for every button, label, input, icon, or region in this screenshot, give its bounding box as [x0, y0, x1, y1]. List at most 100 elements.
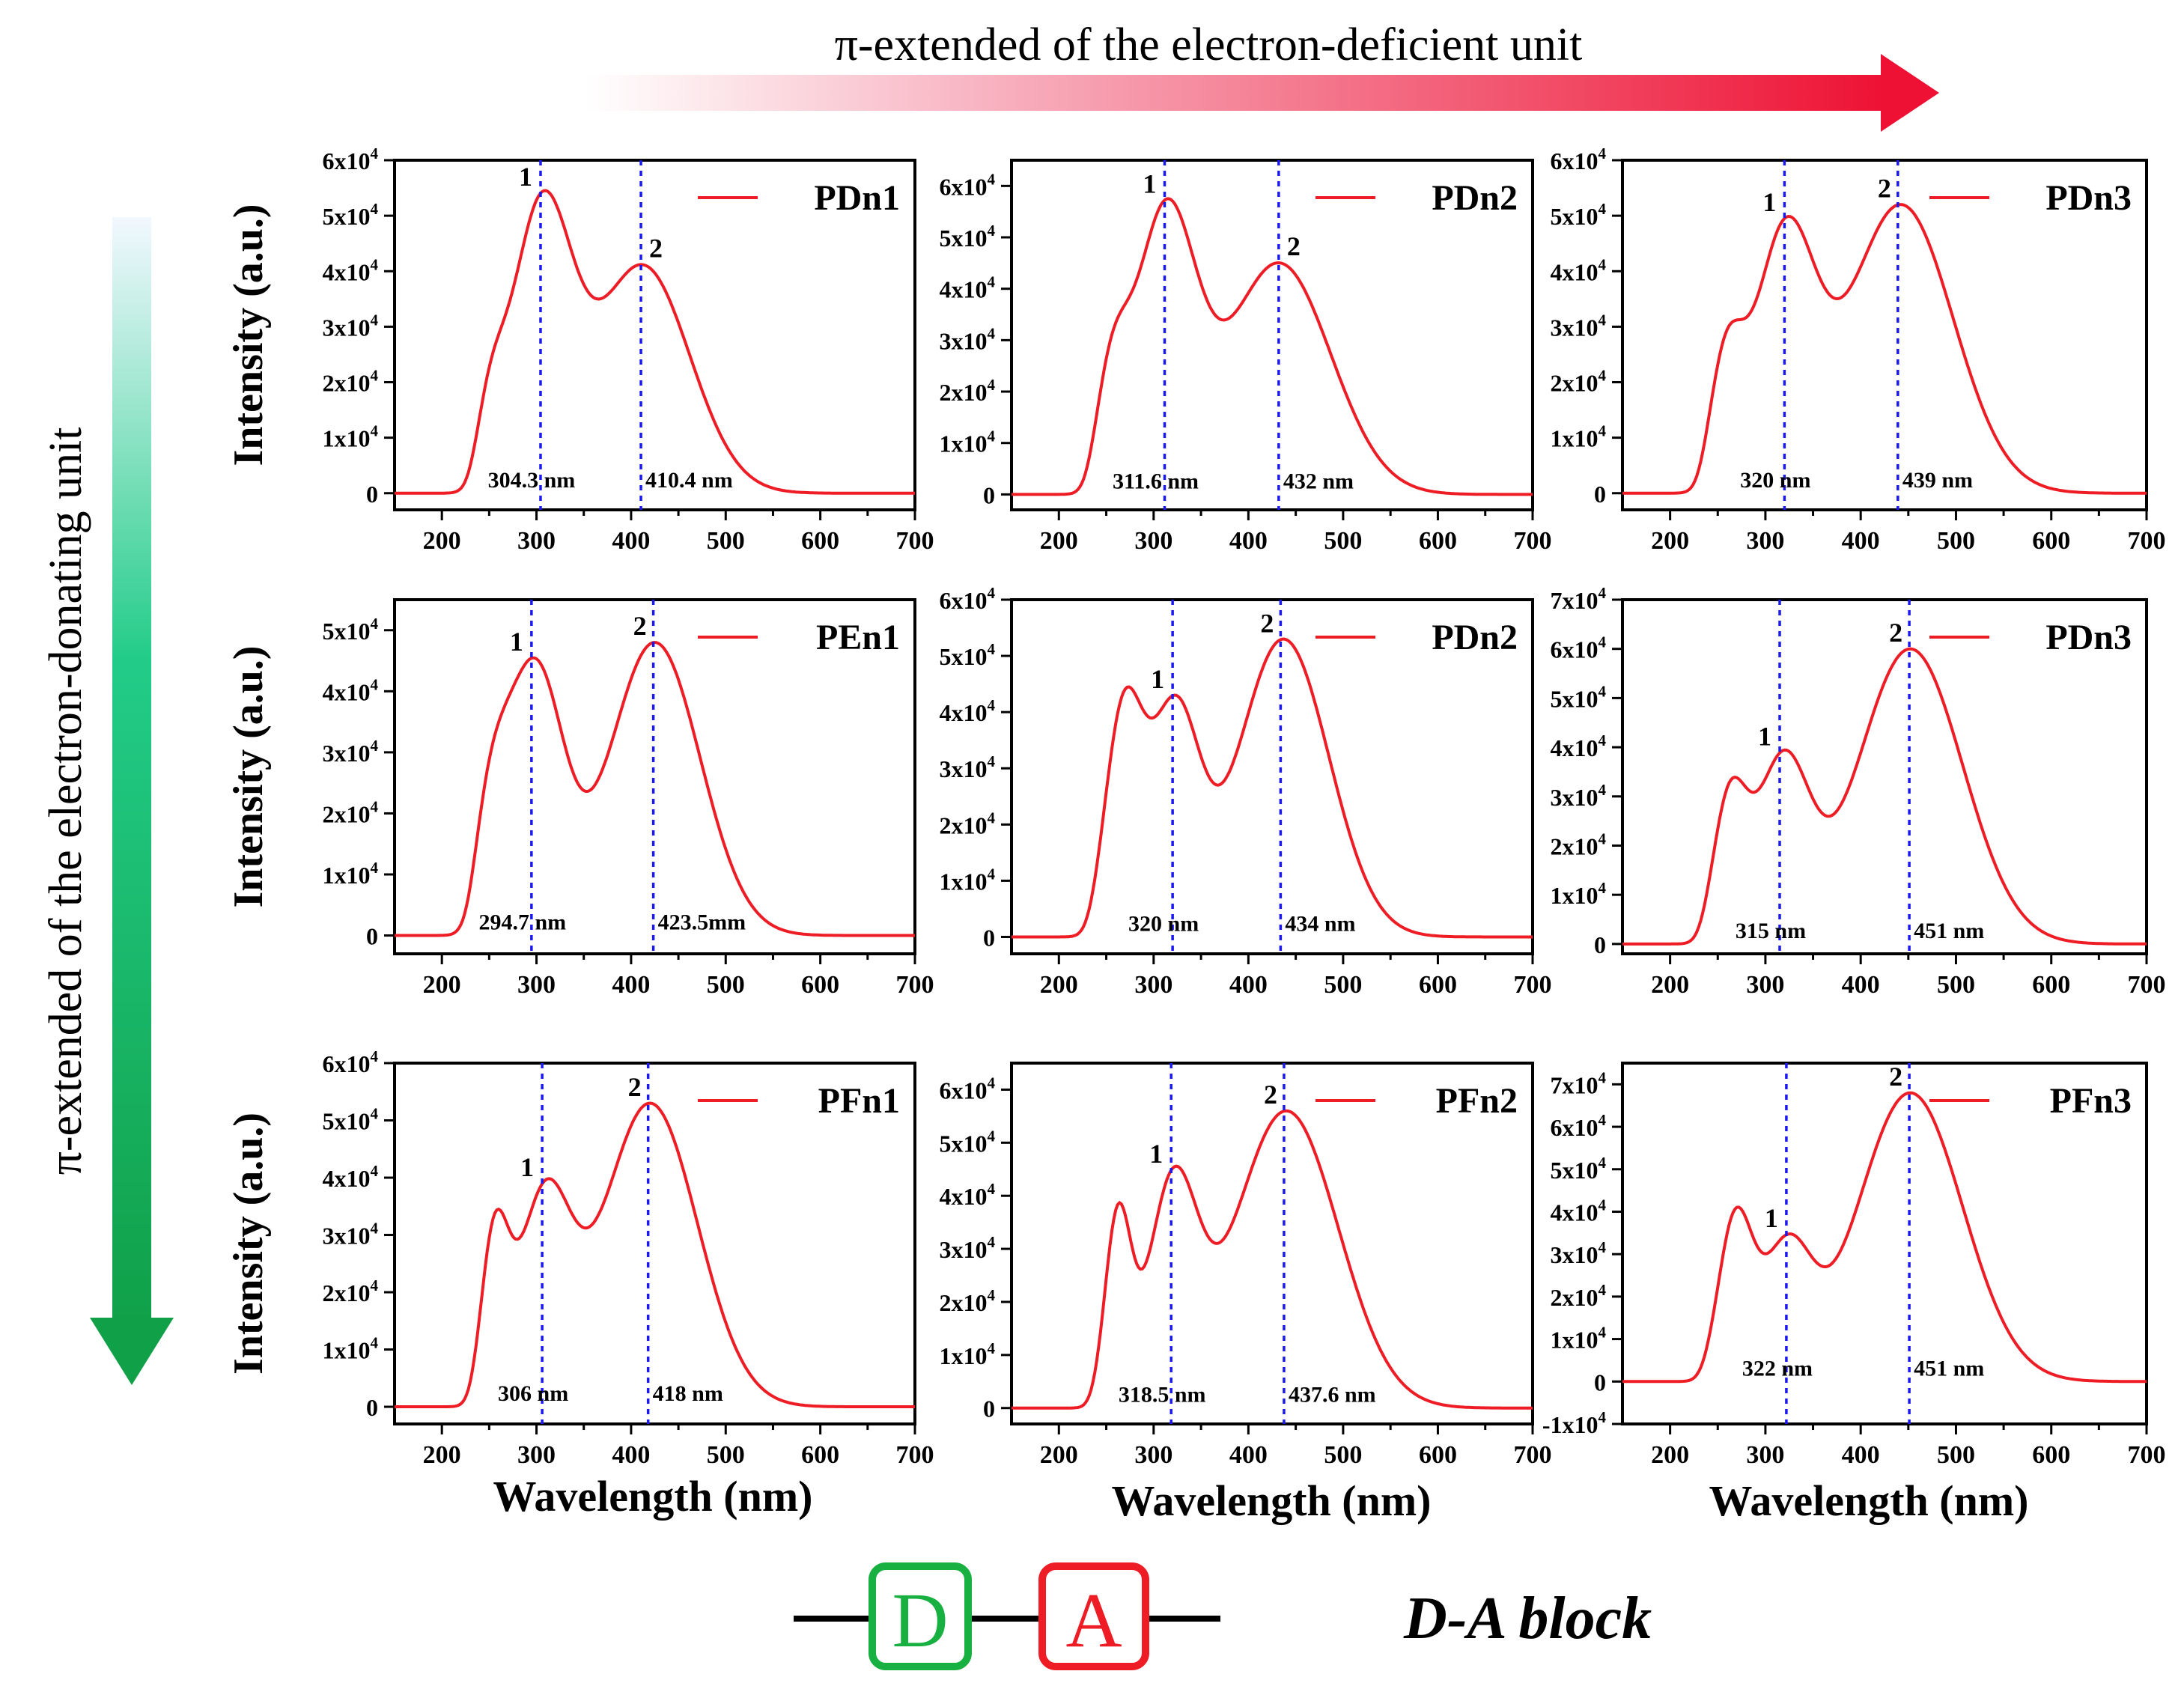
y-tick-label: 5x104 [940, 640, 996, 670]
y-tick-label: 4x104 [323, 255, 379, 285]
x-tick-label: 400 [1842, 1441, 1880, 1469]
spectrum-line [1622, 647, 2147, 946]
x-tick-label: 500 [1324, 527, 1362, 555]
spectrum-line [1012, 197, 1533, 496]
chart-grid: 200 300 400 500 600 70001x1042x1043x1044x1045… [225, 144, 2166, 1469]
y-tick-label: 0 [983, 924, 995, 951]
y-tick-label: 0 [366, 481, 378, 508]
x-tick-label: 500 [1937, 1441, 1975, 1469]
x-tick-label: 700 [2128, 971, 2166, 999]
y-tick-label: 1x104 [1551, 422, 1607, 452]
y-tick-label: 5x104 [323, 200, 379, 230]
chart-panel-pfn2-8: 200 300 400 500 600 700 0 1x104 2x104 3x104 4x104 5… [940, 1062, 1552, 1469]
y-tick-label: 1x104 [1551, 1324, 1607, 1354]
x-tick-label: 200 [423, 527, 461, 555]
plot-frame [1010, 159, 1534, 511]
peak-number-1: 1 [1149, 1139, 1163, 1169]
legend-label: PEn1 [816, 618, 900, 657]
x-tick-label: 400 [612, 1441, 650, 1469]
peak-number-2: 2 [1287, 231, 1301, 261]
x-tick-label: 500 [1324, 971, 1362, 999]
spectrum-line [395, 1101, 915, 1408]
deficient-arrow-shaft [585, 75, 1888, 111]
x-tick-label: 400 [1229, 971, 1268, 999]
x-axis-titles: Wavelength (nm) Wavelength (nm) Waveleng… [493, 1472, 2029, 1525]
x-tick-label: 500 [707, 1441, 745, 1469]
x-axis-title-col3: Wavelength (nm) [1709, 1476, 2029, 1525]
deficient-arrow-head [1881, 54, 1939, 132]
peak-number-2: 2 [1260, 608, 1274, 638]
da-block: D A D-A block [794, 1562, 1652, 1670]
y-tick-label: 4x104 [1551, 731, 1607, 761]
y-tick-label: 5x104 [1551, 1154, 1607, 1184]
x-tick-label: 700 [896, 1441, 934, 1469]
y-tick-label: 4x104 [1551, 1196, 1607, 1226]
y-tick-label: 5x104 [1551, 200, 1607, 230]
x-tick-label: 400 [1842, 527, 1880, 555]
y-tick-label: 3x104 [940, 1233, 996, 1263]
donating-arrow: π-extended of the electron-donating unit [40, 217, 174, 1385]
x-tick-label: 600 [2032, 527, 2070, 555]
x-tick-label: 200 [423, 971, 461, 999]
peak-number-1: 1 [1151, 664, 1164, 694]
peak-number-1: 1 [520, 1152, 534, 1182]
peak-wavelength-1: 304.3 nm [488, 468, 576, 493]
y-tick-label: 4x104 [940, 696, 996, 726]
y-tick-label: 4x104 [323, 675, 379, 705]
y-tick-label: 1x104 [1551, 879, 1607, 909]
y-tick-label: 0 [983, 481, 995, 508]
y-tick-label: 6x104 [323, 1047, 379, 1077]
x-tick-label: 400 [612, 971, 650, 999]
peak-number-1: 1 [519, 162, 532, 192]
spectrum-line [1012, 1109, 1533, 1410]
chart-panel-pdn1-1: 200 300 400 500 600 700 0 1x104 2x104 3x104 4x104 5… [225, 144, 934, 555]
y-tick-label: 4x104 [1551, 255, 1607, 285]
peak-number-2: 2 [1264, 1080, 1277, 1110]
y-tick-label: 3x104 [323, 311, 379, 341]
peak-wavelength-1: 294.7 nm [479, 910, 567, 935]
y-tick-label: 6x104 [1551, 1111, 1607, 1141]
x-tick-label: 700 [1514, 527, 1552, 555]
peak-wavelength-2: 451 nm [1914, 919, 1984, 943]
y-tick-label: 5x104 [323, 615, 379, 645]
peak-wavelength-1: 318.5 nm [1119, 1383, 1206, 1407]
y-tick-label: 1x104 [323, 1334, 379, 1364]
peak-wavelength-1: 306 nm [498, 1381, 568, 1406]
y-tick-label: 1x104 [940, 427, 996, 457]
peak-number-1: 1 [510, 627, 523, 657]
x-tick-label: 500 [707, 527, 745, 555]
peak-wavelength-2: 439 nm [1902, 468, 1973, 493]
y-tick-label: 2x104 [1551, 830, 1607, 859]
y-tick-label: 2x104 [323, 797, 379, 827]
x-tick-label: 200 [1040, 1441, 1078, 1469]
y-tick-label: 1x104 [940, 865, 996, 895]
peak-wavelength-1: 311.6 nm [1113, 469, 1199, 493]
x-tick-label: 700 [896, 971, 934, 999]
acceptor-letter: A [1065, 1577, 1122, 1664]
x-tick-label: 600 [1419, 1441, 1457, 1469]
x-tick-label: 600 [2032, 1441, 2070, 1469]
y-tick-label: 2x104 [323, 367, 379, 397]
da-block-label: D-A block [1403, 1586, 1652, 1652]
x-tick-label: 400 [1229, 527, 1268, 555]
y-tick-label: 4x104 [323, 1162, 379, 1192]
chart-panel-pen1-4: 200 300 400 500 600 700 0 1x104 2x104 3x104 4x104 5… [225, 598, 934, 999]
y-tick-label: 6x104 [940, 170, 996, 200]
y-tick-label: 6x104 [940, 1074, 996, 1104]
peak-number-2: 2 [1889, 618, 1902, 648]
x-tick-label: 600 [1419, 971, 1457, 999]
x-tick-label: 200 [1040, 971, 1078, 999]
y-tick-label: 0 [1594, 1369, 1606, 1396]
x-tick-label: 700 [2128, 527, 2166, 555]
y-tick-label: 4x104 [940, 273, 996, 303]
y-tick-label: 1x104 [323, 422, 379, 452]
y-tick-label: 1x104 [323, 859, 379, 889]
x-tick-label: 200 [1651, 1441, 1689, 1469]
x-tick-label: 600 [801, 971, 839, 999]
chart-panel-pfn3-9: 200 300 400 500 600 700 -1x104 0 1x104 2x104 3x104… [1542, 1062, 2166, 1469]
x-tick-label: 300 [1134, 527, 1172, 555]
acceptor-box [1038, 1562, 1149, 1670]
legend-label: PDn1 [814, 178, 900, 218]
x-tick-label: 300 [517, 971, 556, 999]
x-tick-label: 300 [1746, 971, 1784, 999]
